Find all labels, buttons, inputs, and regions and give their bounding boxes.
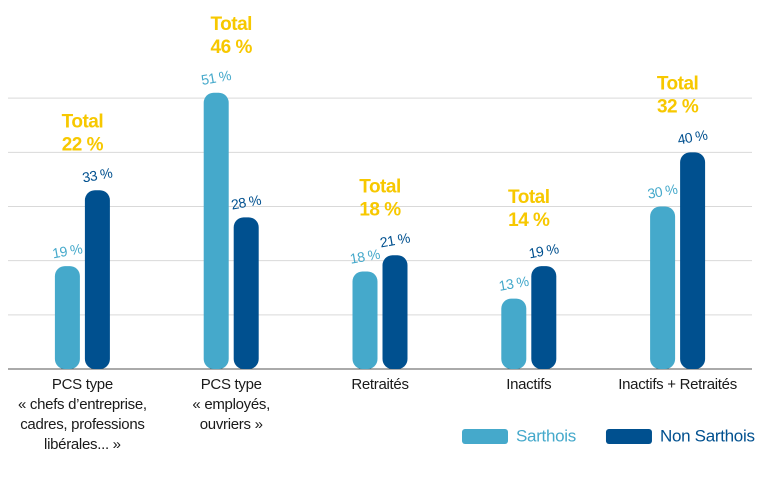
legend-label: Non Sarthois <box>660 426 755 445</box>
total-label: 46 % <box>211 37 253 58</box>
value-label: 30 % <box>646 181 678 202</box>
bar <box>650 206 676 369</box>
legend-swatch <box>462 429 508 444</box>
bar <box>352 271 378 369</box>
value-label: 13 % <box>497 273 529 294</box>
x-tick-label: PCS type « chefs d’entreprise, cadres, pro… <box>18 376 147 453</box>
x-tick-label: Retraités <box>351 376 408 393</box>
total-title: Total <box>508 187 549 208</box>
value-label: 18 % <box>349 246 381 267</box>
value-label: 33 % <box>81 164 113 185</box>
bar <box>680 152 706 369</box>
bar <box>531 266 557 369</box>
bar <box>233 217 259 369</box>
bar <box>84 190 110 369</box>
value-label: 40 % <box>676 127 708 148</box>
legend-label: Sarthois <box>516 426 576 445</box>
total-title: Total <box>359 176 400 197</box>
value-label: 51 % <box>200 67 232 88</box>
bar <box>54 266 80 369</box>
value-label: 21 % <box>379 229 411 250</box>
total-label: 14 % <box>508 210 550 231</box>
total-title: Total <box>657 73 698 94</box>
total-label: 22 % <box>62 134 104 155</box>
total-title: Total <box>210 14 251 35</box>
total-label: 18 % <box>359 199 401 220</box>
value-label: 19 % <box>51 240 83 261</box>
x-tick-label: Inactifs + Retraités <box>618 376 737 393</box>
bar <box>203 92 229 369</box>
value-label: 19 % <box>527 240 559 261</box>
x-tick-label: PCS type « employés, ouvriers » <box>192 376 270 433</box>
total-title: Total <box>62 111 103 132</box>
bar <box>382 255 408 369</box>
x-tick-label: Inactifs <box>506 376 551 393</box>
value-label: 28 % <box>230 192 262 213</box>
legend-swatch <box>605 429 652 444</box>
total-label: 32 % <box>657 96 699 117</box>
bar <box>501 298 527 369</box>
